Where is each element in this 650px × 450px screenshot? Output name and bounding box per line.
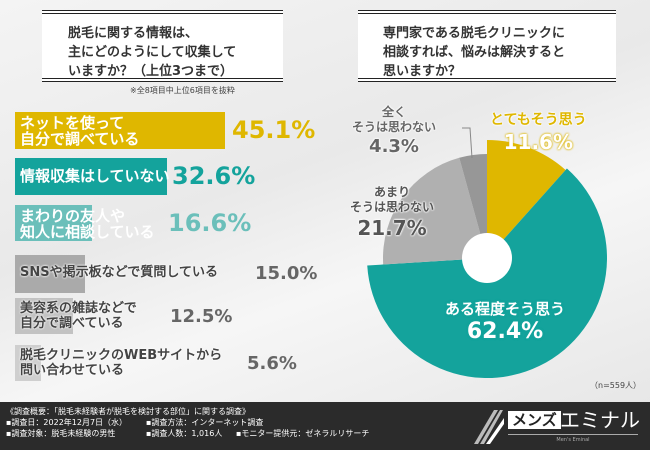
question-2-title: 専門家である脱毛クリニックに 相談すれば、悩みは解決すると 思いますか？ <box>358 10 616 82</box>
bar-value: 16.6% <box>168 209 252 237</box>
donut-value: 21.7% <box>357 216 427 240</box>
survey-date: ▪調査日：2022年12月7日（水） <box>6 418 128 427</box>
title-line: 主にどのようにして収集して <box>68 45 237 60</box>
footer: 《調査概要：「脱毛未経験者が脱毛を検討する部位」に関する調査》 ▪調査日：202… <box>0 402 650 450</box>
title-line: 専門家である脱毛クリニックに <box>383 26 565 41</box>
bar-label-line: 美容系の雑誌などで <box>20 301 137 316</box>
title-line: 相談すれば、悩みは解決すると <box>383 45 566 60</box>
donut-label-line: ある程度そう思う <box>445 300 566 318</box>
bar <box>15 345 42 381</box>
bar <box>15 298 74 334</box>
donut-label: あまり そうは思わない 21.7% <box>350 185 434 241</box>
bar-label-line: 情報収集はしていない <box>20 167 170 185</box>
logo-mark-icon <box>474 410 504 444</box>
bar <box>15 112 226 149</box>
bar-value: 12.5% <box>170 306 233 327</box>
bar-label-line: まわりの友人や <box>20 207 126 225</box>
donut-label: 全く そうは思わない 4.3% <box>352 105 436 159</box>
donut-label-line: そうは思わない <box>350 200 435 214</box>
bar <box>15 205 93 241</box>
donut-value: 4.3% <box>369 136 419 157</box>
donut-value: 11.6% <box>503 130 573 154</box>
note: ※全8項目中上位6項目を抜粋 <box>130 86 235 95</box>
bar-value: 5.6% <box>247 353 297 374</box>
bar-value: 32.6% <box>172 162 256 190</box>
bar-label-line: 知人に相談している <box>20 223 155 241</box>
logo-name: エミナル <box>560 408 640 432</box>
survey-provider: ▪モニター提供元：ゼネラルリサーチ <box>236 429 370 438</box>
survey-method: ▪調査方法：インターネット調査 <box>146 418 264 427</box>
donut-hole <box>462 233 512 283</box>
bar <box>15 255 85 293</box>
bar-label: SNSや掲示板などで質問している <box>20 265 218 280</box>
bar-label-line: SNSや掲示板などで質問している <box>20 265 218 280</box>
title-line: 脱毛に関する情報は、 <box>68 26 199 41</box>
question-1-title: 脱毛に関する情報は、 主にどのようにして収集して いますか？（上位3つまで） <box>42 10 283 82</box>
donut-label: ある程度そう思う 62.4% <box>445 300 565 346</box>
donut-label-line: あまり <box>374 185 411 199</box>
donut-value: 62.4% <box>466 319 544 344</box>
brand-logo: メンズ エミナル Men's Eminal <box>470 408 645 446</box>
bar-label: 美容系の雑誌などで 自分で調べている <box>20 301 137 331</box>
bar-label-line: 自分で調べている <box>20 316 124 331</box>
bar-label-line: 問い合わせている <box>20 363 125 378</box>
title-line: 思いますか？ <box>383 64 462 79</box>
donut-slice <box>487 140 566 258</box>
donut-slice <box>383 157 487 265</box>
bar-value: 45.1% <box>232 116 316 144</box>
title-line: いますか？（上位3つまで） <box>68 64 234 79</box>
bar-label-line: 自分で調べている <box>20 130 140 148</box>
donut-slice <box>459 154 487 258</box>
bar-label: まわりの友人や 知人に相談している <box>20 208 155 240</box>
donut-label-line: そうは思わない <box>352 120 437 134</box>
logo-sub: Men's Eminal <box>508 434 638 446</box>
sample-size: （n=559人） <box>590 381 642 390</box>
donut-label-line: とてもそう思う <box>490 112 587 128</box>
logo-text: メンズ <box>508 411 561 429</box>
bar-value: 15.0% <box>255 263 318 284</box>
survey-count: ▪調査人数：1,016人 <box>146 429 223 438</box>
bar-label: 情報収集はしていない <box>20 168 170 184</box>
bar <box>15 158 167 195</box>
bar-label: ネットを使って 自分で調べている <box>20 115 139 147</box>
bar-label-line: 脱毛クリニックのWEBサイトから <box>20 348 223 363</box>
leader-line <box>462 127 473 159</box>
survey-summary: 《調査概要：「脱毛未経験者が脱毛を検討する部位」に関する調査》 <box>6 407 250 416</box>
donut-label-line: 全く <box>382 105 407 119</box>
bar-label-line: ネットを使って <box>20 114 125 132</box>
donut-label: とてもそう思う 11.6% <box>490 112 587 155</box>
survey-target: ▪調査対象：脱毛未経験の男性 <box>6 429 116 438</box>
bar-label: 脱毛クリニックのWEBサイトから 問い合わせている <box>20 348 222 378</box>
